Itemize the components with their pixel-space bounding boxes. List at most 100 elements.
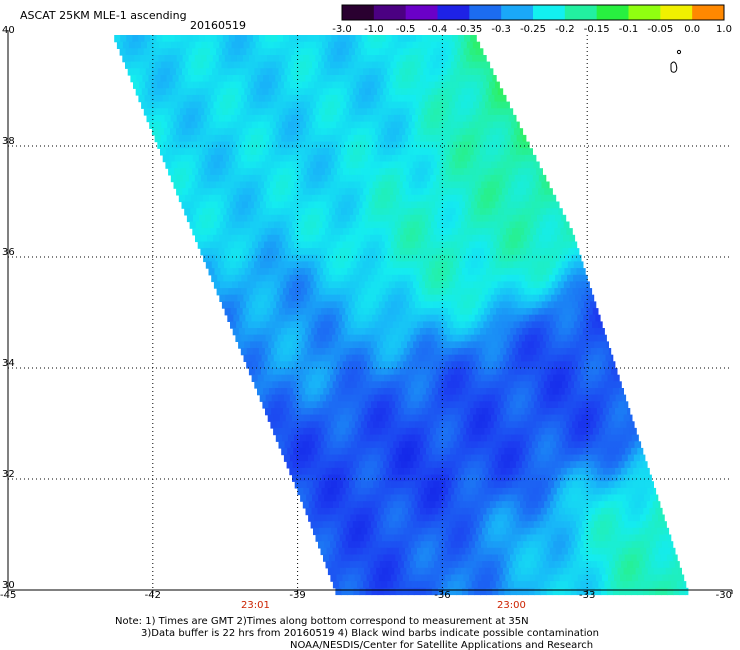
swath-cell: [394, 281, 402, 289]
swath-cell: [243, 354, 251, 362]
swath-cell: [409, 361, 416, 369]
swath-cell: [406, 101, 414, 109]
swath-cell: [302, 381, 310, 389]
swath-cell: [457, 361, 464, 369]
swath-cell: [350, 334, 357, 342]
swath-cell: [660, 554, 668, 562]
swath-cell: [375, 501, 382, 509]
swath-cell: [285, 427, 292, 436]
swath-cell: [550, 534, 558, 542]
swath-cell: [454, 294, 462, 302]
swath-cell: [413, 341, 420, 349]
swath-cell: [333, 308, 340, 316]
swath-cell: [460, 534, 467, 542]
swath-cell: [164, 114, 172, 123]
swath-cell: [332, 501, 340, 509]
swath-cell: [247, 274, 254, 283]
swath-cell: [457, 181, 464, 189]
swath-cell: [536, 228, 543, 236]
swath-cell: [336, 434, 343, 442]
swath-cell: [338, 81, 345, 89]
swath-cell: [506, 274, 514, 283]
swath-cell: [281, 121, 289, 129]
swath-cell: [377, 328, 385, 336]
swath-cell: [521, 354, 528, 362]
swath-cell: [243, 114, 250, 123]
swath-cell: [405, 128, 412, 136]
swath-cell: [650, 481, 654, 489]
swath-cell: [400, 567, 407, 576]
swath-cell: [388, 341, 396, 349]
swath-cell: [305, 134, 312, 143]
swath-cell: [441, 381, 448, 389]
swath-cell: [534, 388, 542, 396]
swath-cell: [546, 461, 553, 469]
swath-cell: [440, 334, 448, 342]
swath-cell: [351, 501, 358, 509]
swath-cell: [189, 161, 197, 169]
swath-cell: [379, 348, 387, 356]
swath-cell: [468, 194, 475, 203]
swath-cell: [441, 308, 449, 316]
swath-cell: [213, 281, 221, 289]
swath-cell: [308, 141, 315, 149]
swath-cell: [341, 554, 348, 562]
swath-cell: [329, 447, 337, 456]
swath-cell: [550, 308, 557, 316]
swath-cell: [227, 254, 234, 263]
swath-cell: [195, 101, 202, 109]
swath-cell: [319, 334, 327, 342]
swath-cell: [444, 374, 452, 382]
swath-cell: [498, 374, 506, 382]
swath-cell: [310, 341, 318, 349]
swath-cell: [460, 567, 468, 576]
swath-cell: [509, 461, 517, 469]
swath-cell: [373, 35, 381, 43]
swath-cell: [346, 354, 353, 362]
swath-cell: [297, 427, 304, 436]
swath-cell: [430, 474, 438, 482]
swath-cell: [411, 68, 418, 76]
swath-cell: [519, 514, 526, 522]
swath-cell: [509, 414, 516, 422]
swath-cell: [387, 114, 395, 123]
swath-cell: [396, 61, 404, 69]
swath-cell: [627, 467, 634, 476]
swath-cell: [396, 541, 403, 549]
swath-cell: [463, 228, 471, 236]
swath-cell: [450, 134, 457, 143]
swath-cell: [537, 394, 544, 402]
swath-cell: [219, 161, 227, 169]
swath-cell: [610, 381, 617, 389]
swath-cell: [383, 507, 391, 516]
swath-cell: [468, 434, 476, 442]
swath-cell: [138, 94, 145, 103]
swath-cell: [503, 161, 510, 169]
swath-cell: [374, 514, 381, 522]
swath-cell: [506, 228, 513, 236]
swath-cell: [415, 481, 422, 489]
swath-cell: [392, 321, 400, 329]
swath-cell: [292, 281, 299, 289]
swath-cell: [325, 334, 333, 342]
swath-cell: [456, 388, 463, 396]
swath-cell: [325, 35, 332, 43]
swath-cell: [507, 394, 514, 402]
swath-cell: [192, 228, 199, 236]
swath-cell: [578, 421, 585, 429]
swath-cell: [261, 294, 269, 302]
swath-cell: [407, 328, 415, 336]
swath-cell: [342, 421, 350, 429]
swath-cell: [161, 108, 169, 116]
swath-cell: [520, 427, 528, 436]
swath-cell: [255, 354, 263, 362]
swath-cell: [304, 88, 312, 96]
swath-cell: [460, 174, 467, 183]
swath-cell: [287, 388, 294, 396]
swath-cell: [530, 154, 537, 163]
swath-cell: [618, 461, 625, 469]
swath-cell: [273, 427, 280, 436]
swath-cell: [555, 381, 563, 389]
swath-cell: [335, 507, 343, 516]
swath-cell: [293, 374, 301, 382]
